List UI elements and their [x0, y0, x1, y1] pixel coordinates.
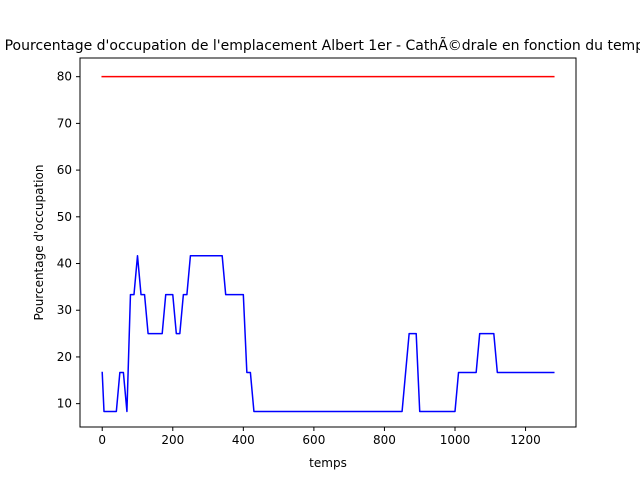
x-axis-ticks: 0 200 400 600 800 1000 1200	[98, 427, 541, 447]
y-tick-label: 60	[57, 163, 72, 177]
x-tick-label: 200	[161, 433, 184, 447]
y-axis-ticks: 10 20 30 40 50 60 70 80	[57, 70, 80, 411]
series-line-0	[101, 254, 555, 413]
x-tick-label: 800	[373, 433, 396, 447]
y-axis-label: Pourcentage d'occupation	[32, 165, 46, 321]
y-tick-label: 30	[57, 303, 72, 317]
x-tick-label: 0	[98, 433, 106, 447]
x-tick-label: 1000	[440, 433, 471, 447]
x-tick-label: 400	[232, 433, 255, 447]
plot-frame	[79, 57, 577, 428]
x-axis-label: temps	[309, 456, 347, 470]
chart-title: Pourcentage d'occupation de l'emplacemen…	[5, 37, 640, 54]
y-tick-label: 50	[57, 210, 72, 224]
y-tick-label: 10	[57, 397, 72, 411]
x-tick-label: 600	[302, 433, 325, 447]
y-tick-label: 20	[57, 350, 72, 364]
y-tick-label: 40	[57, 257, 72, 271]
y-tick-label: 80	[57, 70, 72, 84]
y-tick-label: 70	[57, 116, 72, 130]
x-tick-label: 1200	[510, 433, 541, 447]
series-layer	[101, 75, 555, 413]
